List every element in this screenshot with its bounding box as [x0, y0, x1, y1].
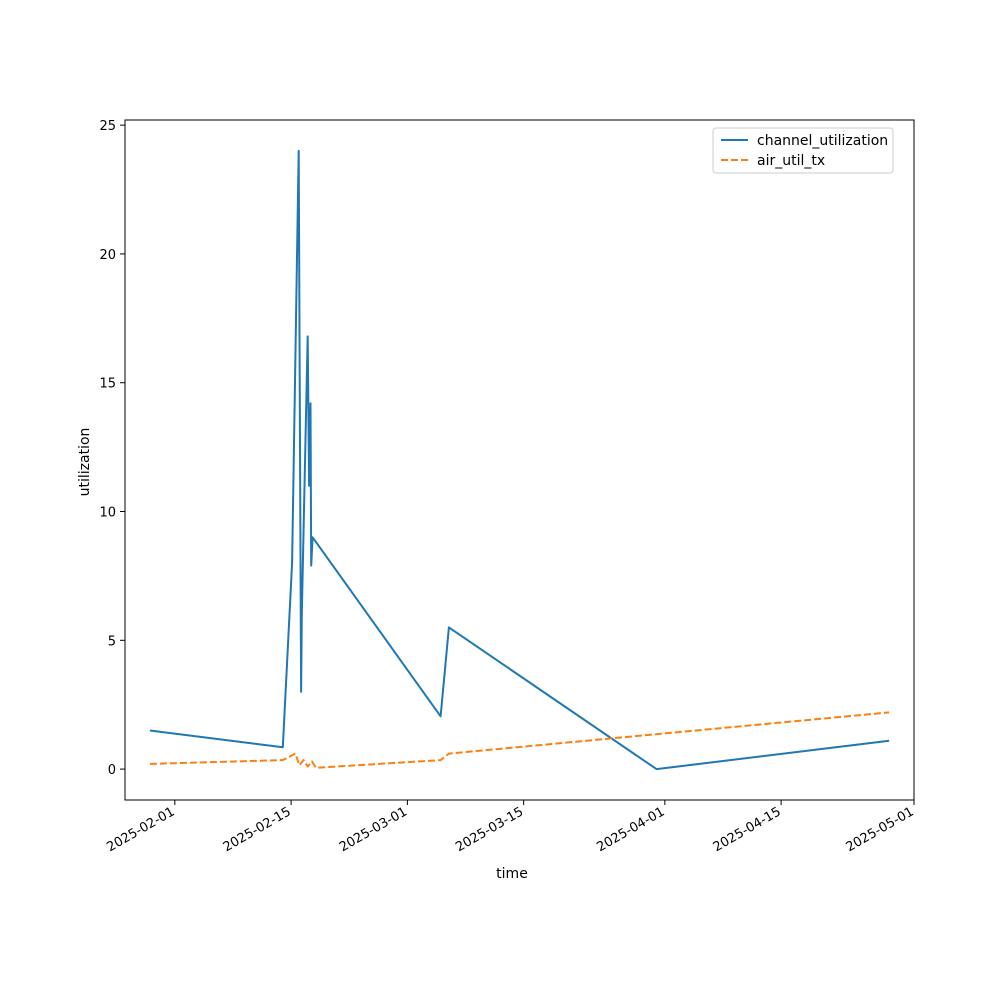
legend-box	[712, 127, 894, 174]
series-layer	[149, 149, 890, 771]
y-tick-label: 25	[99, 119, 116, 134]
y-tick-label: 10	[99, 506, 116, 521]
y-tick-label: 15	[99, 377, 116, 392]
series-line-channel-utilization	[149, 149, 890, 771]
y-tick-label: 0	[108, 763, 116, 778]
y-tick-label: 20	[99, 248, 116, 263]
y-axis: 0 5 10 15 20 25	[99, 119, 125, 778]
plot-area	[125, 120, 914, 800]
legend-label: air_util_tx	[757, 153, 825, 169]
series-line-air-util-tx	[149, 711, 890, 769]
plot-frame	[124, 119, 915, 801]
y-tick-label: 5	[108, 634, 116, 649]
legend-label: channel_utilization	[757, 133, 888, 149]
y-axis-label: utilization	[77, 428, 93, 497]
x-axis-label: time	[496, 866, 528, 882]
legend: channel_utilization air_util_tx	[712, 127, 894, 174]
